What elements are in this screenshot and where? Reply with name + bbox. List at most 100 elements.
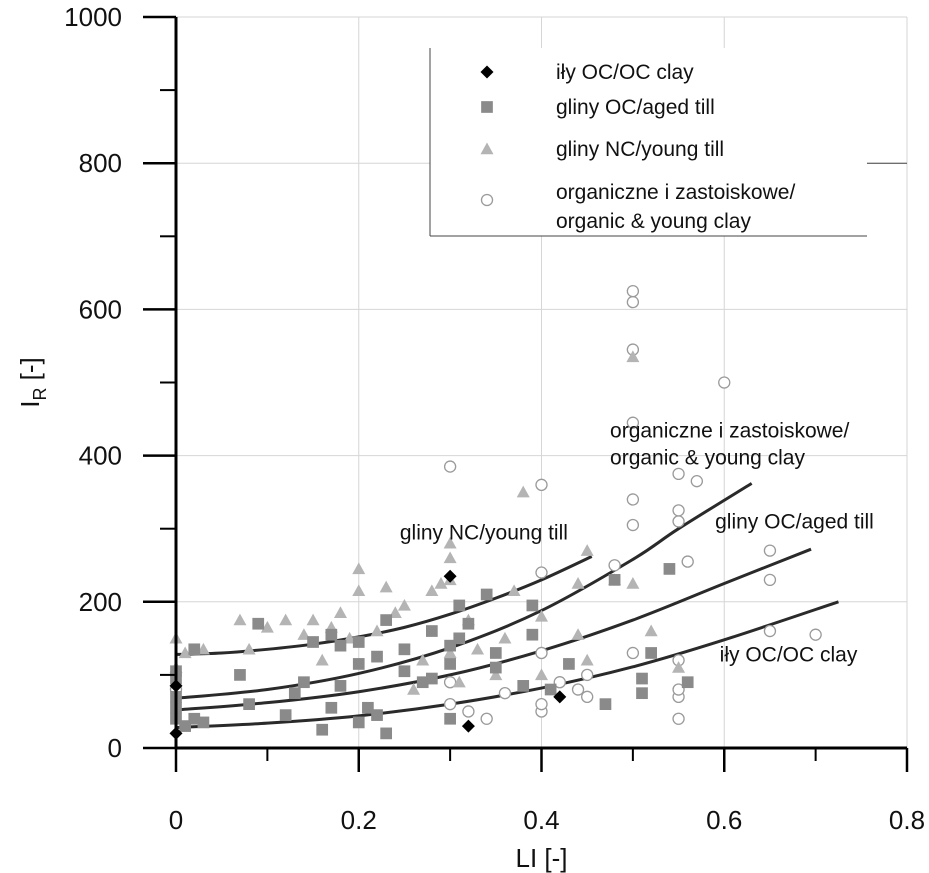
square-point	[636, 687, 648, 700]
triangle-point	[306, 613, 320, 626]
data-points	[169, 284, 822, 740]
triangle-point	[443, 646, 457, 659]
x-tick-label: 0.8	[889, 805, 925, 835]
circle-point	[480, 712, 493, 725]
curve-label: gliny OC/aged till	[715, 511, 874, 534]
triangle-point	[407, 683, 421, 695]
triangle-point	[507, 584, 521, 597]
triangle-point	[626, 350, 640, 363]
curve-label: organic & young clay	[610, 446, 805, 469]
circle-point	[672, 515, 685, 528]
triangle-point	[580, 544, 594, 556]
circle-point	[681, 555, 694, 568]
legend-label: organic & young clay	[556, 210, 751, 233]
square-point	[371, 709, 383, 721]
x-tick-label: 0	[169, 805, 183, 835]
square-point	[444, 639, 456, 652]
circle-legend-icon	[480, 193, 494, 207]
square-point	[489, 661, 502, 674]
square-point	[380, 727, 393, 740]
square-point	[453, 632, 466, 645]
circle-point	[571, 683, 585, 696]
square-point	[188, 712, 201, 725]
circle-point	[535, 478, 548, 492]
square-point	[526, 599, 539, 612]
square-point	[334, 639, 347, 652]
square-point	[681, 676, 694, 689]
circle-point	[608, 559, 621, 572]
square-point	[636, 672, 648, 685]
triangle-point	[571, 577, 585, 589]
square-point	[517, 680, 530, 692]
square-point	[243, 698, 255, 710]
square-point	[334, 680, 347, 692]
curve-label: gliny NC/young till	[400, 522, 568, 545]
circle-point	[535, 697, 548, 711]
circle-point	[672, 504, 685, 517]
circle-point	[462, 705, 475, 718]
curve-labels: gliny NC/young till organiczne i zastoisk…	[400, 419, 874, 666]
diamond-legend-icon	[480, 65, 494, 79]
circle-point	[443, 697, 457, 711]
square-point	[325, 628, 338, 641]
circle-point	[763, 573, 777, 587]
square-point	[188, 643, 201, 656]
square-point	[426, 672, 438, 685]
circle-point	[443, 460, 457, 473]
square-point	[398, 643, 411, 656]
triangle-point	[443, 551, 457, 564]
y-axis-title-sub: R	[30, 388, 50, 401]
square-legend-icon	[481, 101, 493, 113]
x-axis-ticks: 0 0.2 0.4 0.6 0.8	[169, 748, 925, 835]
triangle-point	[297, 628, 311, 640]
y-axis-title-suffix: [-]	[15, 357, 45, 387]
triangle-point	[452, 675, 466, 688]
triangle-point	[571, 628, 585, 640]
square-point	[645, 647, 657, 659]
circle-point	[763, 624, 777, 638]
circle-point	[626, 493, 640, 506]
circle-point	[626, 518, 640, 532]
triangle-point	[196, 642, 210, 655]
triangle-point	[260, 620, 274, 633]
triangle-point	[279, 613, 293, 626]
square-point	[279, 709, 292, 721]
y-tick-label: 200	[79, 587, 122, 617]
square-point	[371, 650, 383, 663]
triangle-point	[626, 577, 640, 589]
curve-label: iły OC/OC clay	[720, 644, 858, 667]
circle-point	[498, 686, 512, 700]
legend-label: gliny OC/aged till	[556, 96, 715, 119]
circle-point	[535, 566, 548, 579]
square-point	[563, 658, 575, 670]
square-point	[316, 723, 329, 736]
square-point	[489, 647, 502, 659]
triangle-point	[242, 642, 256, 655]
circle-point	[443, 676, 457, 689]
circle-point	[626, 295, 640, 309]
triangle-point	[425, 584, 439, 597]
circle-point	[763, 544, 777, 557]
y-axis-title: IR [-]	[15, 357, 50, 408]
y-tick-label: 800	[79, 148, 122, 178]
diamond-point	[461, 719, 475, 733]
triangle-point	[379, 580, 393, 593]
x-tick-label: 0.4	[523, 805, 559, 835]
legend: iły OC/OC clay gliny OC/aged till gliny NC…	[429, 48, 907, 237]
square-point	[307, 636, 319, 648]
legend-label: gliny NC/young till	[556, 138, 724, 161]
circle-point	[809, 628, 822, 641]
triangle-point	[397, 598, 411, 611]
circle-point	[626, 284, 640, 298]
square-point	[462, 617, 475, 630]
diamond-point	[443, 569, 457, 583]
triangle-point	[178, 646, 192, 659]
curve-label: organiczne i zastoiskowe/	[610, 419, 849, 442]
triangle-legend-icon	[480, 142, 494, 155]
square-point	[599, 698, 612, 710]
triangle-point	[516, 485, 530, 498]
triangle-point	[352, 584, 366, 597]
square-point	[453, 599, 466, 612]
legend-item-organiczne-i-zastoiskowe-organic-young-clay: organiczne i zastoiskowe/organic & young…	[480, 181, 795, 233]
